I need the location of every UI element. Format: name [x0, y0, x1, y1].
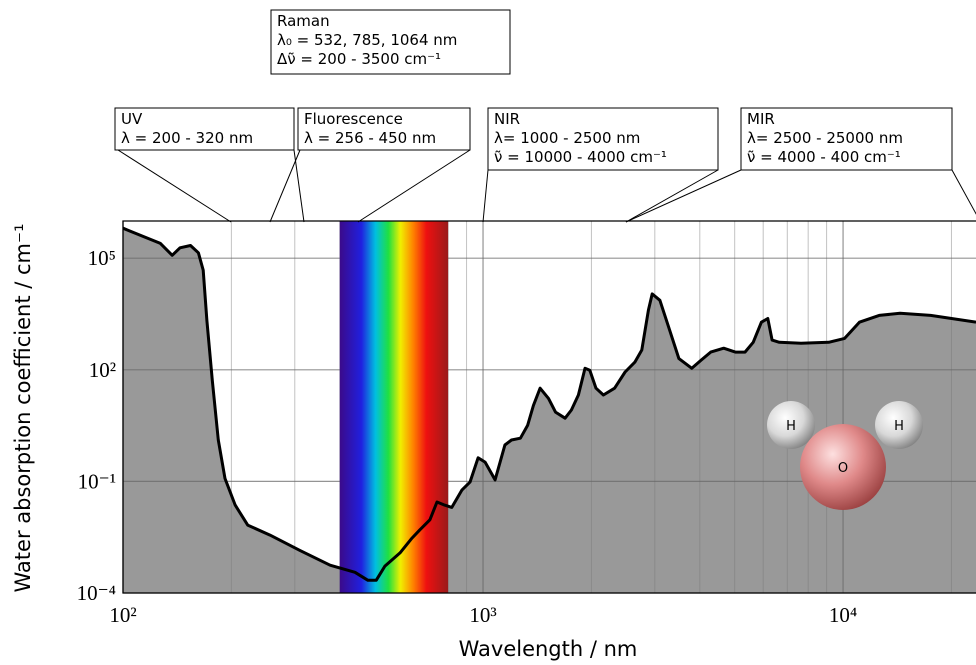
annotation-text: UV	[121, 110, 143, 128]
chart: Wavelength / nm Water absorption coeffic…	[0, 0, 976, 665]
annotation-leader	[358, 150, 470, 222]
visible-spectrum	[340, 221, 448, 593]
annotation-text: λ₀ = 532, 785, 1064 nm	[277, 31, 457, 49]
annotation-leader	[952, 170, 976, 232]
annotation-text: λ = 256 - 450 nm	[304, 129, 436, 147]
annotation-leader	[626, 170, 741, 222]
y-axis-label: Water absorption coefficient / cm⁻¹	[11, 224, 35, 593]
annotation-text: λ= 2500 - 25000 nm	[747, 129, 903, 147]
y-tick-label: 10⁻⁴	[77, 581, 116, 605]
plot	[123, 221, 976, 593]
x-tick-label: 10⁴	[829, 603, 857, 627]
x-tick-label: 10²	[109, 603, 136, 627]
annotation-text: Fluorescence	[304, 110, 403, 128]
annotation-leader	[626, 170, 718, 222]
y-tick-label: 10²	[89, 358, 116, 382]
atom-label: H	[786, 419, 796, 434]
annotation-leader	[118, 150, 231, 222]
y-tick-label: 10⁵	[88, 246, 116, 270]
annotation-text: Δν̃ = 200 - 3500 cm⁻¹	[277, 50, 441, 68]
annotation-text: ν̃ = 10000 - 4000 cm⁻¹	[494, 148, 667, 166]
atom-label: H	[894, 419, 904, 434]
annotation-leader	[270, 150, 300, 222]
annotation-text: λ= 1000 - 2500 nm	[494, 129, 640, 147]
annotation-text: MIR	[747, 110, 775, 128]
annotation-text: NIR	[494, 110, 520, 128]
annotation-text: ν̃ = 4000 - 400 cm⁻¹	[747, 148, 901, 166]
x-tick-label: 10³	[469, 603, 496, 627]
x-axis-label: Wavelength / nm	[459, 637, 638, 661]
annotation-leader	[483, 170, 488, 222]
annotation-text: Raman	[277, 12, 330, 30]
y-tick-label: 10⁻¹	[78, 469, 116, 493]
atom-label: O	[838, 461, 848, 476]
annotation-text: λ = 200 - 320 nm	[121, 129, 253, 147]
area-fill	[123, 228, 976, 593]
